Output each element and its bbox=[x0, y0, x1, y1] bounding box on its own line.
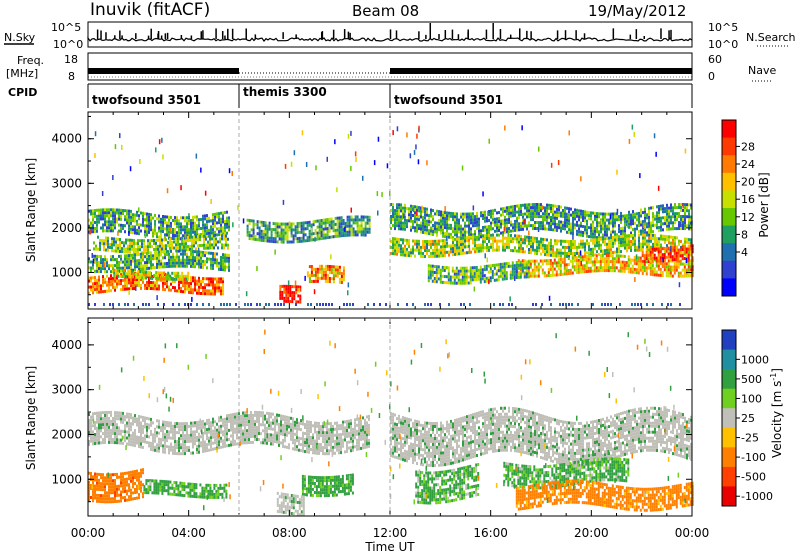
colorbar-tick-label: -100 bbox=[741, 451, 766, 464]
colorbar-swatch bbox=[722, 369, 736, 390]
range-tick-label: 2000 bbox=[51, 427, 82, 441]
nave-label: Nave bbox=[748, 64, 776, 77]
colorbar-swatch bbox=[722, 120, 736, 139]
time-tick-label: 00:00 bbox=[71, 526, 106, 540]
nave-tick-low: 0 bbox=[708, 70, 715, 83]
nsky-tick-high: 10^5 bbox=[51, 21, 81, 34]
colorbar-swatch bbox=[722, 172, 736, 191]
nsearch-label: N.Search bbox=[746, 31, 796, 44]
time-tick-label: 20:00 bbox=[574, 526, 609, 540]
nsky-label: N.Sky bbox=[4, 31, 36, 44]
colorbar-tick-label: 12 bbox=[741, 211, 755, 224]
colorbar-swatch bbox=[722, 408, 736, 429]
freq-panel: Freq. [MHz] 18 8 60 0 Nave bbox=[6, 52, 776, 83]
colorbar-tick-label: 16 bbox=[741, 193, 755, 206]
freq-tick-high: 18 bbox=[64, 53, 78, 66]
range-tick-label: 3000 bbox=[51, 383, 82, 397]
colorbar-swatch bbox=[722, 155, 736, 174]
freq-unit: [MHz] bbox=[6, 67, 38, 80]
time-axis-label: Time UT bbox=[364, 540, 415, 554]
range-tick-label: 2000 bbox=[51, 221, 82, 235]
colorbar-tick-label: 8 bbox=[741, 228, 748, 241]
velocity-ylabel: Slant Range [km] bbox=[24, 366, 38, 470]
velocity-axes: 1000 2000 3000 4000 bbox=[51, 317, 693, 517]
range-tick-label: 4000 bbox=[51, 132, 82, 146]
colorbar-tick-label: 4 bbox=[741, 246, 748, 259]
range-tick-label: 4000 bbox=[51, 338, 82, 352]
cpid-segments: twofsound 3501 themis 3300 twofsound 3501 bbox=[87, 84, 693, 108]
colorbar-tick-label: 100 bbox=[741, 392, 762, 405]
colorbar-tick-label: 28 bbox=[741, 140, 755, 153]
range-tick-label: 1000 bbox=[51, 265, 82, 279]
range-tick-label: 3000 bbox=[51, 176, 82, 190]
velocity-scatter bbox=[88, 329, 694, 517]
nave-tick-high: 60 bbox=[708, 53, 722, 66]
power-colorbar: 28 24 20 16 12 8 4 Power [dB] bbox=[721, 119, 771, 297]
colorbar-swatch bbox=[722, 260, 736, 279]
power-colorbar-label: Power [dB] bbox=[757, 172, 771, 237]
colorbar-tick-label: 20 bbox=[741, 176, 755, 189]
nsky-trace bbox=[87, 23, 693, 42]
date-title: 19/May/2012 bbox=[588, 2, 686, 20]
freq-trace bbox=[88, 68, 692, 78]
time-tick-label: 00:00 bbox=[675, 526, 710, 540]
colorbar-swatch bbox=[722, 278, 736, 297]
freq-tick-low: 8 bbox=[68, 70, 75, 83]
colorbar-swatch bbox=[722, 466, 736, 487]
cpid-segment-2: twofsound 3501 bbox=[394, 93, 503, 107]
velocity-colorbar: 1000 500 100 25 -25 -100 -500 -1000 Velocity [m… bbox=[721, 329, 784, 507]
power-scatter bbox=[88, 124, 694, 306]
colorbar-swatch bbox=[722, 349, 736, 370]
colorbar-swatch bbox=[722, 243, 736, 262]
colorbar-tick-label: 1000 bbox=[741, 353, 769, 366]
cpid-label: CPID bbox=[8, 86, 37, 99]
colorbar-swatch bbox=[722, 447, 736, 468]
colorbar-swatch bbox=[722, 486, 736, 507]
colorbar-tick-label: 500 bbox=[741, 373, 762, 386]
time-tick-label: 08:00 bbox=[272, 526, 307, 540]
colorbar-swatch bbox=[722, 330, 736, 351]
colorbar-swatch bbox=[722, 208, 736, 227]
colorbar-swatch bbox=[722, 190, 736, 209]
time-tick-label: 04:00 bbox=[171, 526, 206, 540]
cpid-segment-1: themis 3300 bbox=[243, 85, 327, 99]
colorbar-swatch bbox=[722, 137, 736, 156]
nsearch-tick-high: 10^5 bbox=[708, 21, 738, 34]
colorbar-tick-label: -25 bbox=[741, 432, 759, 445]
time-axis: 00:00 04:00 08:00 12:00 16:00 20:00 00:00 bbox=[71, 526, 710, 540]
colorbar-tick-label: 25 bbox=[741, 412, 755, 425]
nsearch-tick-low: 10^0 bbox=[708, 38, 738, 51]
time-tick-label: 16:00 bbox=[473, 526, 508, 540]
cpid-segment-0: twofsound 3501 bbox=[92, 93, 201, 107]
colorbar-swatch bbox=[722, 388, 736, 409]
station-title: Inuvik (fitACF) bbox=[90, 0, 210, 20]
colorbar-swatch bbox=[722, 427, 736, 448]
power-ylabel: Slant Range [km] bbox=[24, 158, 38, 262]
velocity-colorbar-label: Velocity [m s-1] bbox=[769, 368, 784, 458]
beam-title: Beam 08 bbox=[352, 2, 419, 20]
colorbar-tick-label: -1000 bbox=[741, 490, 773, 503]
nsky-tick-low: 10^0 bbox=[53, 38, 83, 51]
power-axes: 1000 2000 3000 4000 bbox=[51, 111, 693, 310]
nsky-panel: N.Sky 10^5 10^0 10^5 10^0 N.Search bbox=[4, 21, 796, 51]
power-panel: 1000 2000 3000 4000 Slant Range [km] bbox=[24, 111, 694, 310]
range-tick-label: 1000 bbox=[51, 472, 82, 486]
colorbar-tick-label: -500 bbox=[741, 471, 766, 484]
colorbar-tick-label: 24 bbox=[741, 158, 755, 171]
colorbar-swatch bbox=[722, 225, 736, 244]
time-tick-label: 12:00 bbox=[373, 526, 408, 540]
freq-label: Freq. bbox=[17, 54, 44, 67]
